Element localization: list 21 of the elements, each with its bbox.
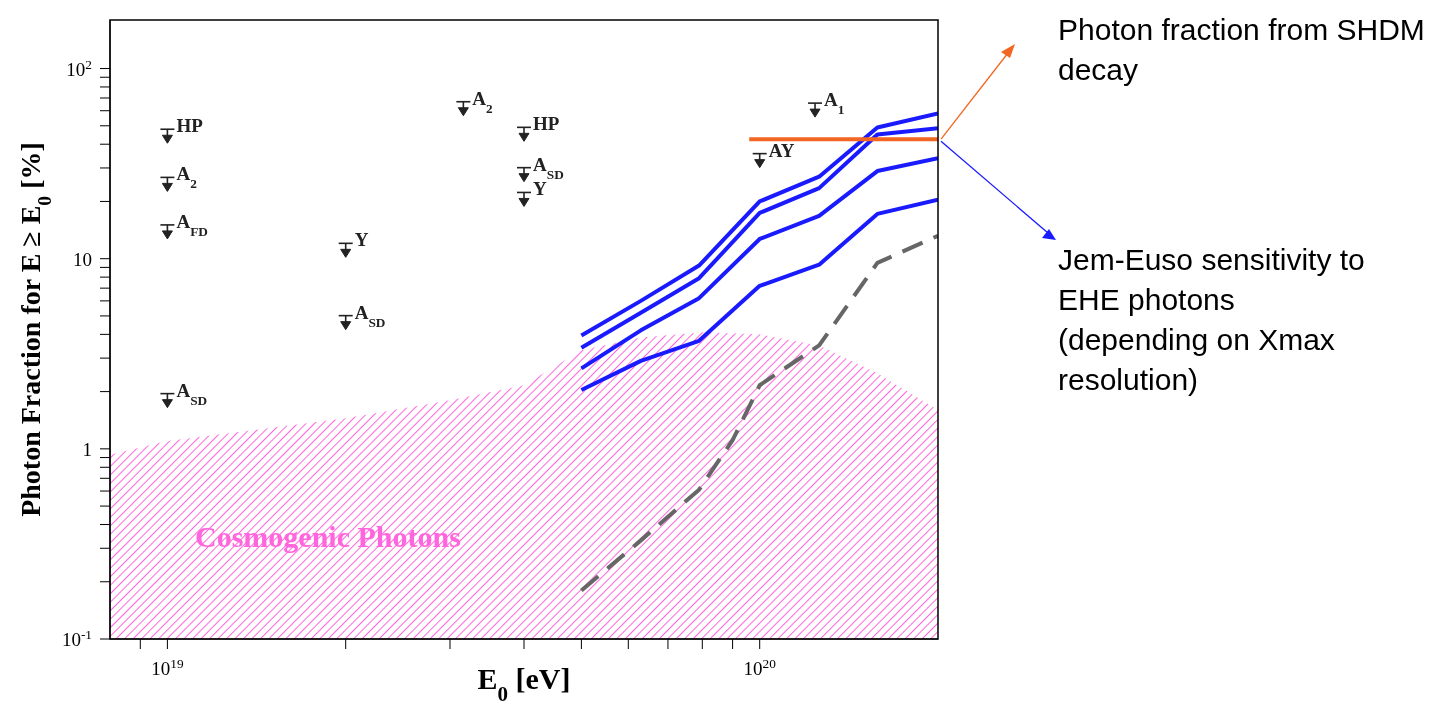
annotation: HP xyxy=(533,113,560,135)
text: Photon fraction from SHDM decay xyxy=(1058,12,1426,88)
y-tick-label: 1 xyxy=(82,438,92,460)
x-tick-label: 10$^{20}$ xyxy=(743,655,777,679)
line-series xyxy=(579,156,938,371)
line-series xyxy=(579,197,938,392)
annotation: A$_{SD}$ xyxy=(176,379,208,408)
x-axis-title: E$_{0}$ [eV] xyxy=(477,662,571,706)
annotation: A$_{2}$ xyxy=(176,163,198,191)
y-tick-label: 10$^{-1}$ xyxy=(61,626,92,650)
x-tick-label: 10$^{19}$ xyxy=(151,655,184,679)
annotation: AY xyxy=(768,139,795,161)
y-tick-label: 10 xyxy=(73,248,92,270)
annotation: A$_{1}$ xyxy=(824,89,845,117)
text: Jem-Euso sensitivity to EHE photons (depending on Xmax resolution) xyxy=(1058,242,1366,398)
annotation: HP xyxy=(176,115,204,137)
annotation: Y xyxy=(354,229,369,251)
y-tick-label: 10$^{2}$ xyxy=(66,56,92,80)
annotation: A$_{2}$ xyxy=(472,87,494,116)
annotation: A$_{SD}$ xyxy=(354,301,386,330)
annotation: A$_{FD}$ xyxy=(176,210,208,239)
